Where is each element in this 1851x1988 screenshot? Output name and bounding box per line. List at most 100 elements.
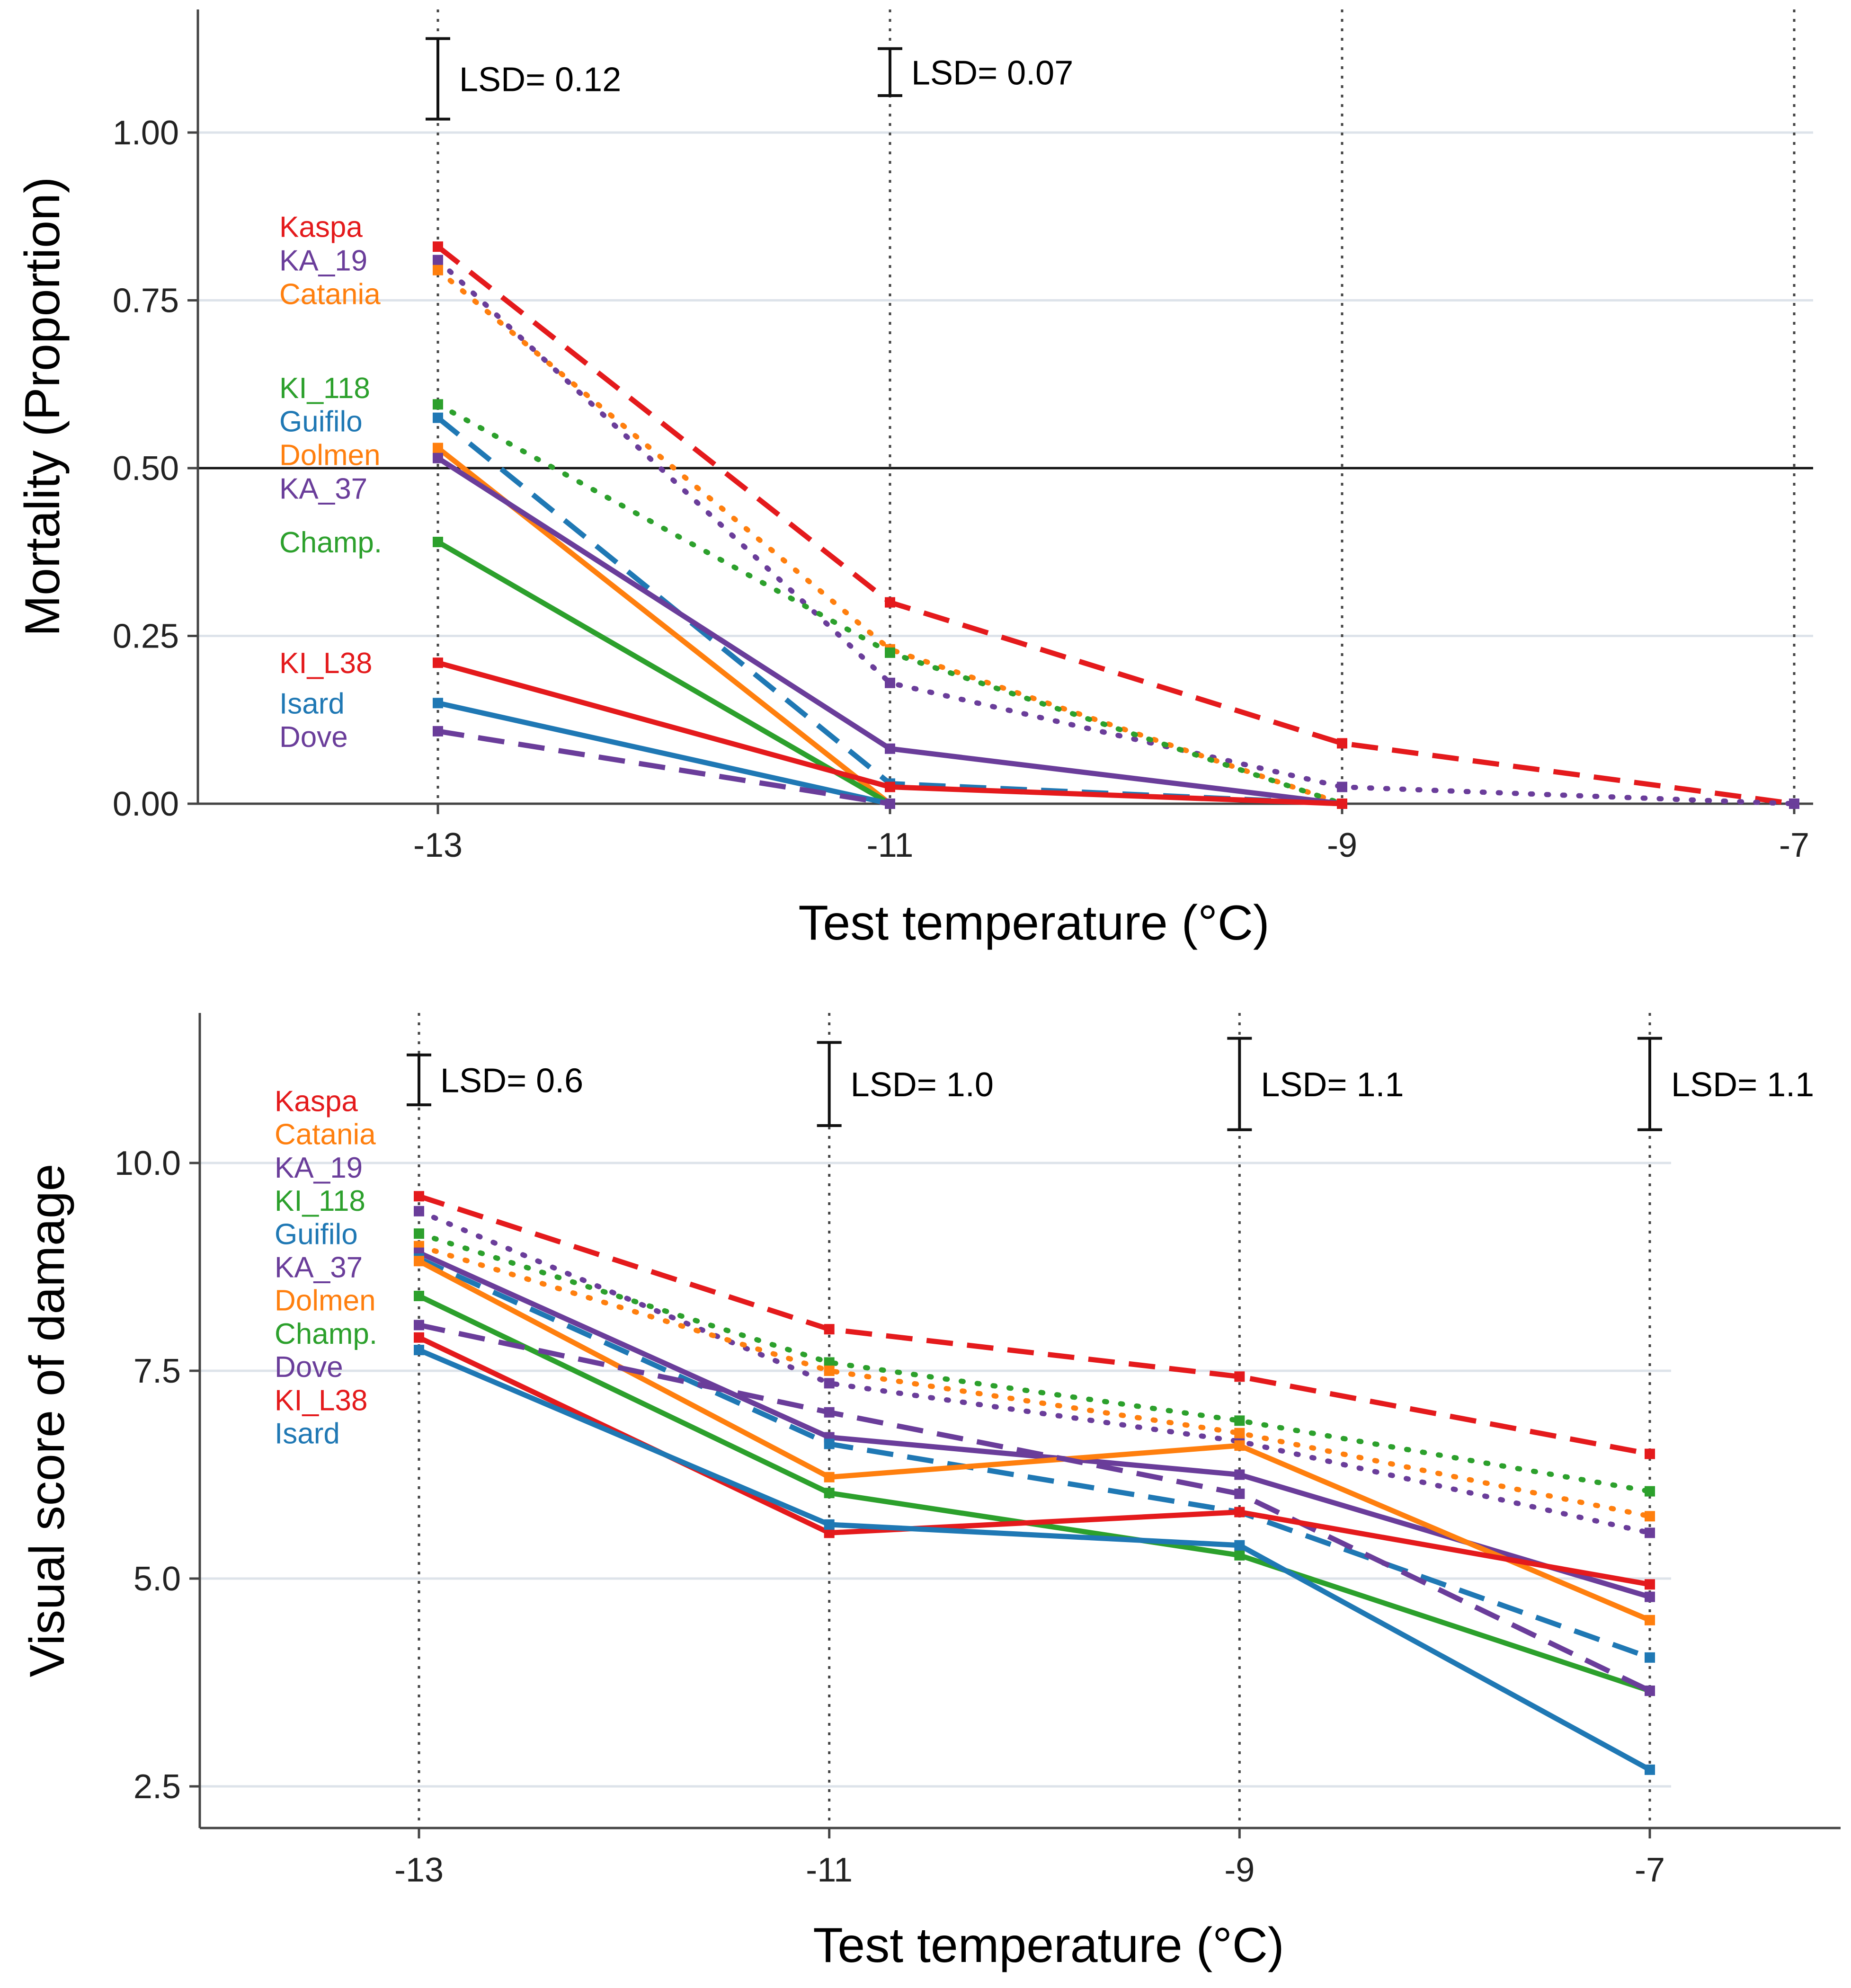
data-point-ki-l38 bbox=[1337, 799, 1347, 809]
data-point-ki-118 bbox=[1234, 1415, 1245, 1426]
data-point-dove bbox=[1234, 1488, 1245, 1499]
series-line-ka-19 bbox=[435, 257, 1797, 807]
data-point-ka-37 bbox=[433, 453, 443, 463]
data-point-catania bbox=[824, 1366, 835, 1376]
data-point-ka-37 bbox=[885, 743, 895, 754]
lsd-label: LSD= 0.07 bbox=[911, 54, 1073, 92]
data-point-isard bbox=[414, 1345, 424, 1356]
data-point-champ- bbox=[433, 536, 443, 547]
lsd-label: LSD= 0.12 bbox=[459, 61, 621, 99]
series-line-kaspa bbox=[418, 1194, 1651, 1457]
data-point-kaspa bbox=[1337, 738, 1347, 749]
data-point-isard bbox=[433, 698, 443, 709]
data-point-dove bbox=[414, 1320, 424, 1331]
cultivar-label: Kaspa bbox=[275, 1085, 358, 1118]
data-point-isard bbox=[824, 1519, 835, 1530]
mortality-panel: 0.00 0.25 0.50 0.75 1.00 -13 -11 -9 -7 Test tempe… bbox=[15, 9, 1813, 950]
lsd-label: LSD= 1.1 bbox=[1671, 1066, 1814, 1104]
series-line-guifilo bbox=[418, 1256, 1651, 1660]
data-point-guifilo bbox=[824, 1438, 835, 1449]
data-point-ki-118 bbox=[433, 399, 443, 410]
data-point-ka-37 bbox=[1645, 1591, 1655, 1602]
data-point-ka-19 bbox=[414, 1206, 424, 1216]
cultivar-label: KI_L38 bbox=[275, 1384, 368, 1417]
x-axis-title: Test temperature (°C) bbox=[813, 1918, 1284, 1973]
damage-panel: 2.5 5.0 7.5 10.0 -13 -11 -9 -7 Test temperature … bbox=[20, 1013, 1841, 1973]
data-point-catania bbox=[1645, 1511, 1655, 1522]
data-point-champ- bbox=[414, 1290, 424, 1301]
data-point-dolmen bbox=[1234, 1440, 1245, 1451]
series-line-isard bbox=[437, 700, 891, 807]
data-point-ka-19 bbox=[1789, 799, 1799, 809]
y-tick-label: 0.25 bbox=[113, 618, 179, 656]
cultivar-label: Dove bbox=[279, 721, 348, 754]
data-point-ki-118 bbox=[824, 1357, 835, 1368]
y-axis-title: Mortality (Proportion) bbox=[15, 177, 70, 637]
y-tick-label: 1.00 bbox=[113, 114, 179, 152]
data-point-catania bbox=[1234, 1428, 1245, 1438]
data-point-dove bbox=[433, 726, 443, 737]
y-tick-label: 5.0 bbox=[133, 1560, 181, 1598]
data-point-dove bbox=[1645, 1686, 1655, 1696]
data-point-kaspa bbox=[1234, 1371, 1245, 1382]
data-point-ka-19 bbox=[885, 677, 895, 688]
data-point-guifilo bbox=[433, 412, 443, 423]
data-point-kaspa bbox=[885, 597, 895, 608]
cultivar-label: KA_19 bbox=[275, 1152, 363, 1184]
data-point-ka-19 bbox=[1645, 1527, 1655, 1538]
series-line-isard bbox=[418, 1348, 1651, 1772]
data-point-kaspa bbox=[414, 1191, 424, 1202]
data-point-champ- bbox=[824, 1488, 835, 1499]
data-point-kaspa bbox=[433, 241, 443, 252]
series-line-dove bbox=[418, 1322, 1651, 1694]
cultivar-label: Catania bbox=[275, 1118, 376, 1151]
data-point-catania bbox=[433, 265, 443, 275]
data-point-dolmen bbox=[824, 1472, 835, 1482]
data-point-isard bbox=[1234, 1540, 1245, 1551]
lsd-label: LSD= 1.1 bbox=[1261, 1066, 1404, 1104]
data-point-dolmen bbox=[414, 1256, 424, 1267]
data-point-isard bbox=[1645, 1764, 1655, 1775]
cultivar-label: Champ. bbox=[279, 526, 382, 559]
x-tick-label: -9 bbox=[1224, 1851, 1255, 1889]
cultivar-label: Dove bbox=[275, 1351, 343, 1384]
data-point-dove bbox=[824, 1407, 835, 1418]
y-tick-label: 10.0 bbox=[115, 1145, 181, 1182]
x-tick-label: -11 bbox=[867, 826, 914, 864]
cultivar-label: KA_37 bbox=[275, 1251, 363, 1284]
lsd-label: LSD= 0.6 bbox=[440, 1062, 583, 1100]
data-point-ki-l38 bbox=[1645, 1579, 1655, 1590]
data-point-ka-19 bbox=[1337, 781, 1347, 792]
data-point-ki-l38 bbox=[414, 1332, 424, 1343]
x-tick-label: -9 bbox=[1327, 826, 1357, 864]
data-point-ki-118 bbox=[414, 1228, 424, 1239]
x-tick-label: -13 bbox=[394, 1851, 444, 1889]
y-tick-label: 0.00 bbox=[113, 785, 179, 823]
cultivar-label: KA_37 bbox=[279, 473, 367, 506]
data-point-ki-l38 bbox=[433, 657, 443, 668]
data-point-dove bbox=[885, 799, 895, 809]
data-point-ki-l38 bbox=[885, 781, 895, 792]
cultivar-label: Catania bbox=[279, 278, 381, 311]
data-point-ki-l38 bbox=[1234, 1507, 1245, 1518]
series-line-ka-37 bbox=[418, 1250, 1651, 1599]
y-axis-title: Visual score of damage bbox=[20, 1164, 75, 1677]
x-tick-label: -11 bbox=[806, 1851, 853, 1889]
cultivar-label: Champ. bbox=[275, 1318, 377, 1350]
series-line-catania bbox=[435, 267, 1345, 807]
data-point-ki-118 bbox=[1645, 1486, 1655, 1497]
cultivar-label: KI_L38 bbox=[279, 647, 373, 680]
y-tick-label: 2.5 bbox=[133, 1768, 181, 1806]
data-point-ka-37 bbox=[1234, 1469, 1245, 1480]
x-tick-label: -13 bbox=[413, 826, 463, 864]
data-point-dolmen bbox=[1645, 1615, 1655, 1625]
cultivar-label: KA_19 bbox=[279, 244, 367, 277]
x-axis-title: Test temperature (°C) bbox=[798, 896, 1269, 950]
series-line-dove bbox=[437, 728, 890, 807]
cultivar-label: Guifilo bbox=[279, 406, 363, 438]
cultivar-label: KI_118 bbox=[275, 1185, 365, 1217]
cultivar-label: Guifilo bbox=[275, 1218, 358, 1251]
data-point-ka-19 bbox=[824, 1378, 835, 1389]
